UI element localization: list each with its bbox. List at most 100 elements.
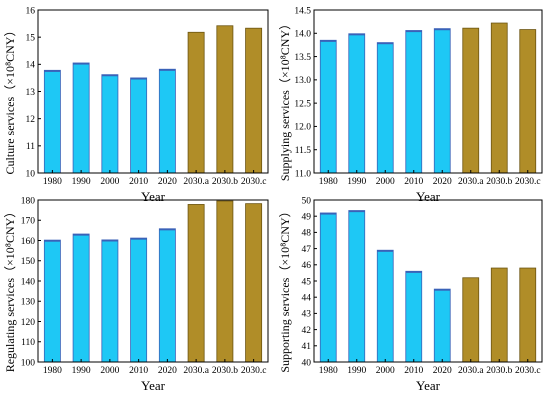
x-tick-label: 2030.c <box>241 366 267 376</box>
bar-2020 <box>433 28 451 174</box>
chart-panel-3: 100 110 120 130 140 150 160 170 180 1980 1990 2000 2… <box>3 196 269 393</box>
bar-cap-1980 <box>44 240 61 242</box>
bar-1990 <box>72 233 90 363</box>
bar-2030-a <box>462 27 480 174</box>
x-tick-label: 2030.a <box>458 366 484 376</box>
bar-cap-2020 <box>159 228 176 231</box>
y-tick-label: 14.0 <box>294 30 311 40</box>
y-tick-label: 170 <box>21 217 36 227</box>
bar-cap-2000 <box>377 250 394 252</box>
bar-2000 <box>376 42 394 174</box>
bar-cap-2020 <box>434 28 451 31</box>
x-tick-label: 2020 <box>158 177 177 187</box>
y-tick-label: 13.0 <box>294 76 311 86</box>
x-tick-label: 2010 <box>129 177 148 187</box>
y-tick-label: 11.5 <box>295 146 312 156</box>
y-tick-label: 46 <box>302 261 312 271</box>
x-tick-label: 2020 <box>433 177 452 187</box>
bar-2020 <box>158 68 176 174</box>
x-tick-label: 2010 <box>129 366 148 376</box>
plot-frame <box>37 9 269 174</box>
bar-cap-2010 <box>130 238 147 240</box>
y-tick-label: 40 <box>302 358 312 368</box>
bar-2030-b <box>490 267 508 363</box>
chart-panel-2: 11.0 11.5 12.0 12.5 13.0 13.5 14.0 14.5 1980 1990… <box>278 6 543 204</box>
y-tick-label: 150 <box>21 257 36 267</box>
x-tick-label: 2000 <box>376 366 395 376</box>
bar-cap-1990 <box>73 62 90 65</box>
bar-2030-a <box>462 277 480 363</box>
bar-2000 <box>376 249 394 363</box>
y-tick-label: 180 <box>21 196 36 206</box>
y-tick-label: 13 <box>26 88 36 98</box>
bar-cap-2010 <box>405 271 422 273</box>
bar-2030-c <box>519 267 537 363</box>
y-tick-label: 45 <box>302 277 312 287</box>
x-tick-label: 2020 <box>158 366 177 376</box>
y-axis-title: Regulating services（×10⁸CNY） <box>3 206 17 373</box>
x-axis-title: Year <box>416 189 441 204</box>
x-tick-label: 2030.c <box>515 366 541 376</box>
x-tick-label: 2030.c <box>515 177 541 187</box>
bar-1980 <box>319 212 337 363</box>
y-tick-label: 10 <box>26 169 36 179</box>
plot-frame <box>37 199 269 363</box>
y-tick-label: 12.0 <box>294 123 311 133</box>
x-tick-label: 2020 <box>433 366 452 376</box>
bar-2010 <box>130 237 148 363</box>
x-tick-label: 2030.a <box>183 177 209 187</box>
bar-cap-1990 <box>348 210 365 213</box>
y-tick-label: 12.5 <box>294 99 311 109</box>
plot-frame <box>313 199 543 363</box>
bar-2030-b <box>490 22 508 174</box>
x-tick-label: 1980 <box>43 177 62 187</box>
x-axis-title: Year <box>141 378 166 393</box>
y-tick-label: 14.5 <box>294 6 311 16</box>
y-tick-label: 42 <box>302 326 312 336</box>
y-axis-title: Culture services（×10⁸CNY） <box>3 25 17 175</box>
bar-cap-2020 <box>159 69 176 71</box>
y-tick-label: 12 <box>26 115 36 125</box>
bar-cap-2010 <box>405 30 422 33</box>
x-tick-label: 2000 <box>100 177 119 187</box>
bar-1980 <box>319 39 337 174</box>
bar-cap-1980 <box>320 40 337 42</box>
bar-2030-c <box>519 29 537 174</box>
x-tick-label: 2010 <box>404 177 423 187</box>
x-tick-label: 2000 <box>376 177 395 187</box>
y-tick-label: 14 <box>26 61 36 71</box>
x-tick-label: 2030.c <box>241 177 267 187</box>
bar-2010 <box>130 77 148 174</box>
y-tick-label: 47 <box>302 245 312 255</box>
y-axis-title: Supplying services（×10⁸CNY） <box>278 18 292 181</box>
chart-panel-1: 10 11 12 13 14 15 16 1980 1990 2000 2010 2020 2030.a… <box>3 6 269 204</box>
x-tick-label: 2030.a <box>183 366 209 376</box>
bar-1980 <box>43 239 61 363</box>
y-tick-label: 140 <box>21 277 36 287</box>
bar-cap-1990 <box>73 234 90 236</box>
bar-cap-2000 <box>101 74 118 77</box>
x-tick-label: 1990 <box>72 366 91 376</box>
bar-2000 <box>101 74 119 174</box>
y-tick-label: 49 <box>302 213 312 223</box>
bar-cap-1990 <box>348 33 365 36</box>
x-tick-label: 1980 <box>319 366 338 376</box>
x-tick-label: 2000 <box>100 366 119 376</box>
y-tick-label: 44 <box>302 294 312 304</box>
y-tick-label: 15 <box>26 33 36 43</box>
y-tick-label: 13.5 <box>294 53 311 63</box>
bar-2000 <box>101 239 119 363</box>
x-tick-label: 2030.b <box>212 366 238 376</box>
x-tick-label: 2030.b <box>486 366 512 376</box>
x-tick-label: 2010 <box>404 366 423 376</box>
bar-2020 <box>433 288 451 363</box>
x-tick-label: 2030.a <box>458 177 484 187</box>
plot-frame <box>313 9 543 174</box>
bar-2030-b <box>216 25 234 174</box>
bar-2030-c <box>245 27 263 174</box>
bar-1990 <box>348 210 366 363</box>
bar-cap-2000 <box>377 42 394 45</box>
bar-1990 <box>348 33 366 174</box>
y-axis-title: Supporting services（×10⁸CNY） <box>278 205 292 372</box>
